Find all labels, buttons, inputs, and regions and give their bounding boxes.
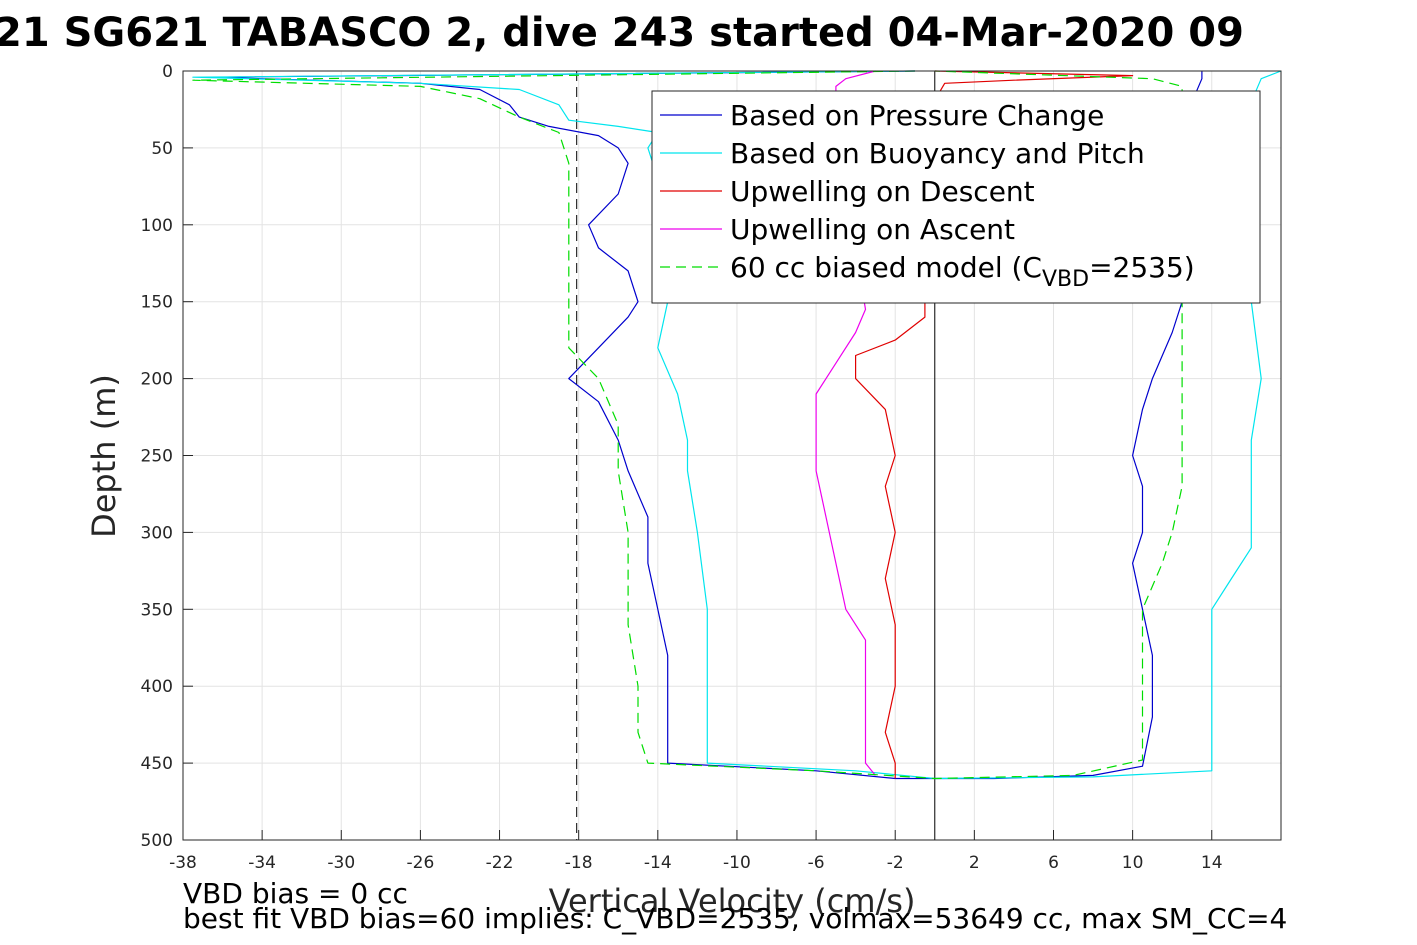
x-tick-label: -34 — [248, 853, 276, 873]
legend: Based on Pressure Change Based on Buoyanc… — [651, 90, 1261, 304]
y-tick-label: 0 — [162, 62, 173, 82]
y-tick-label: 450 — [141, 754, 173, 774]
legend-label: Based on Pressure Change — [730, 99, 1104, 132]
legend-box — [651, 90, 1261, 304]
y-tick-label: 150 — [141, 293, 173, 313]
x-tick-label: 2 — [969, 853, 980, 873]
x-tick-label: -22 — [486, 853, 514, 873]
x-tick-label: -6 — [808, 853, 825, 873]
legend-label-main: 60 cc biased model (C — [730, 251, 1042, 284]
x-tick-label: -38 — [169, 853, 197, 873]
y-tick-label: 500 — [141, 831, 173, 851]
y-tick-label: 350 — [141, 600, 173, 620]
legend-label: 60 cc biased model (CVBD=2535) — [730, 251, 1195, 292]
y-tick-label: 200 — [141, 370, 173, 390]
x-tick-label: 10 — [1122, 853, 1144, 873]
x-tick-label: 14 — [1201, 853, 1223, 873]
x-tick-label: -10 — [723, 853, 751, 873]
legend-label: Upwelling on Descent — [730, 175, 1035, 208]
y-tick-label: 250 — [141, 447, 173, 467]
legend-label-tail: =2535) — [1089, 251, 1195, 284]
y-tick-label: 400 — [141, 677, 173, 697]
x-tick-label: -14 — [644, 853, 672, 873]
y-tick-label: 100 — [141, 216, 173, 236]
x-axis-label: Vertical Velocity (cm/s) — [549, 882, 916, 920]
x-tick-label: -26 — [407, 853, 435, 873]
y-tick-label: 50 — [151, 139, 173, 159]
series-line-5 — [192, 70, 1183, 780]
y-tick-label: 300 — [141, 523, 173, 543]
series-line-1 — [212, 70, 1203, 780]
x-tick-label: -18 — [565, 853, 593, 873]
x-tick-label: -30 — [327, 853, 355, 873]
x-tick-label: 6 — [1048, 853, 1059, 873]
chart-title: 21 SG621 TABASCO 2, dive 243 started 04-… — [0, 10, 1244, 56]
axis-ticks: -38 -34 -30 -26 -22 -18 -14 -10 -6 -2 2 6 10 14050100… — [141, 62, 1223, 873]
series-line-2 — [192, 70, 1282, 780]
legend-label: Based on Buoyancy and Pitch — [730, 137, 1145, 170]
y-axis-label: Depth (m) — [85, 374, 123, 538]
x-tick-label: -2 — [887, 853, 904, 873]
vbd-bias-note: VBD bias = 0 cc — [183, 877, 408, 910]
legend-label: Upwelling on Ascent — [730, 213, 1015, 246]
legend-label-sub: VBD — [1042, 267, 1089, 292]
best-fit-note: best fit VBD bias=60 implies: C_VBD=2535… — [183, 902, 1287, 935]
